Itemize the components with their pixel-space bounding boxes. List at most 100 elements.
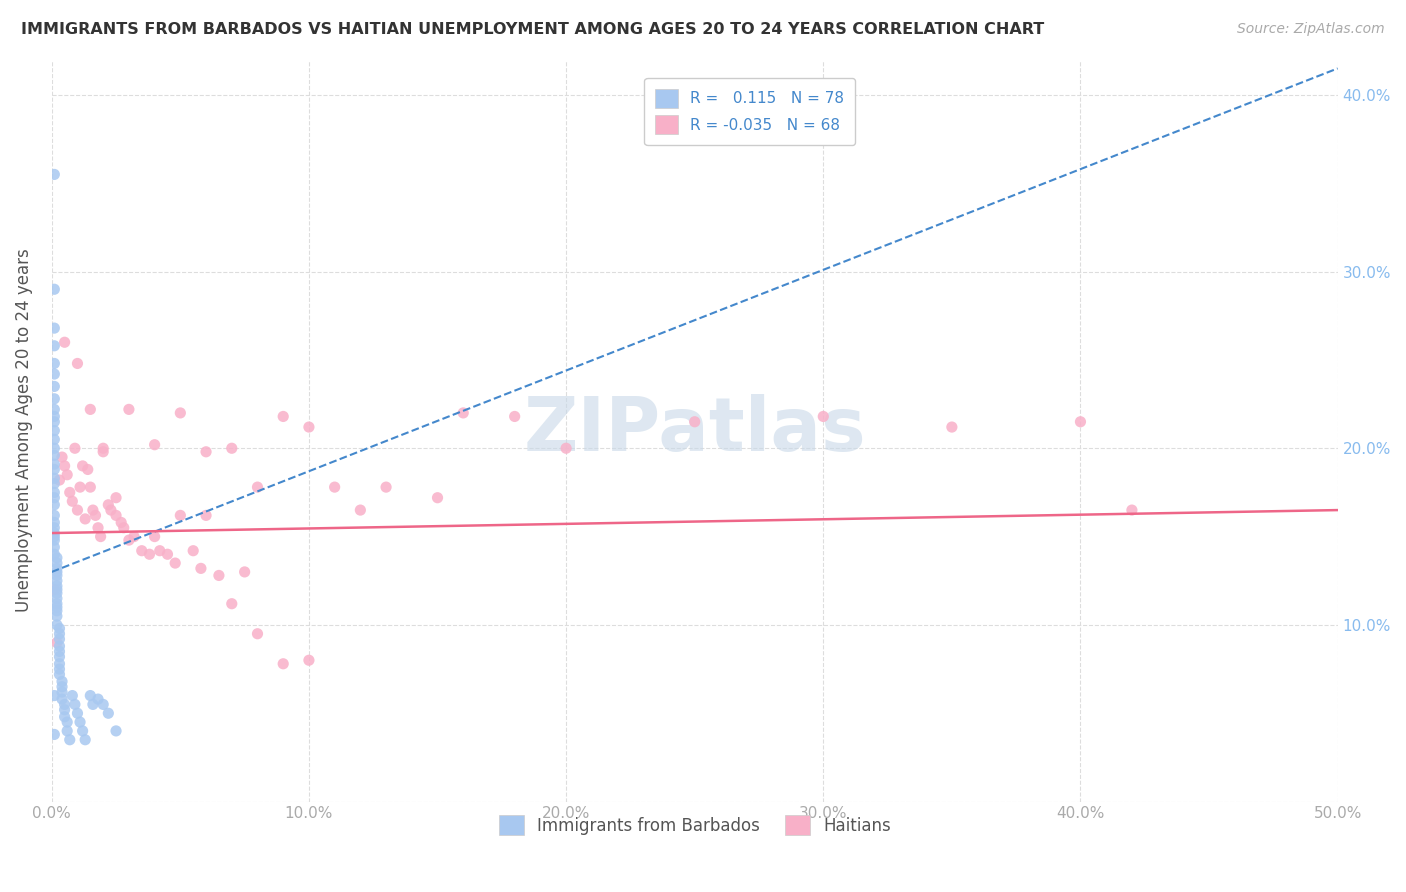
Text: ZIPatlas: ZIPatlas — [523, 394, 866, 467]
Point — [75, 732, 97, 747]
Point — [44, 547, 66, 561]
Point — [349, 503, 371, 517]
Point — [51, 674, 73, 689]
Point — [44, 533, 66, 548]
Point — [91, 442, 114, 456]
Point — [1121, 503, 1143, 517]
Point — [555, 442, 578, 456]
Point — [44, 457, 66, 471]
Text: IMMIGRANTS FROM BARBADOS VS HAITIAN UNEMPLOYMENT AMONG AGES 20 TO 24 YEARS CORRE: IMMIGRANTS FROM BARBADOS VS HAITIAN UNEM… — [21, 22, 1045, 37]
Point — [233, 565, 256, 579]
Point — [48, 657, 70, 671]
Point — [683, 415, 706, 429]
Point — [51, 450, 73, 464]
Text: Source: ZipAtlas.com: Source: ZipAtlas.com — [1237, 22, 1385, 37]
Point — [97, 706, 120, 721]
Point — [156, 547, 179, 561]
Point — [91, 698, 114, 712]
Point — [44, 689, 66, 703]
Point — [100, 503, 122, 517]
Point — [48, 644, 70, 658]
Point — [375, 480, 398, 494]
Point — [149, 543, 172, 558]
Point — [451, 406, 474, 420]
Point — [44, 402, 66, 417]
Point — [91, 444, 114, 458]
Point — [44, 282, 66, 296]
Point — [79, 402, 101, 417]
Point — [53, 698, 76, 712]
Point — [97, 498, 120, 512]
Point — [165, 556, 187, 570]
Point — [53, 710, 76, 724]
Point — [51, 685, 73, 699]
Point — [221, 442, 243, 456]
Point — [53, 335, 76, 350]
Point — [48, 667, 70, 681]
Point — [143, 530, 166, 544]
Point — [503, 409, 526, 424]
Point — [941, 420, 963, 434]
Point — [72, 458, 94, 473]
Point — [131, 543, 153, 558]
Point — [190, 561, 212, 575]
Point — [323, 480, 346, 494]
Point — [51, 680, 73, 694]
Point — [45, 609, 67, 624]
Point — [44, 392, 66, 406]
Point — [53, 703, 76, 717]
Point — [118, 402, 141, 417]
Point — [48, 639, 70, 653]
Point — [44, 498, 66, 512]
Point — [44, 485, 66, 500]
Point — [169, 508, 191, 523]
Point — [298, 420, 321, 434]
Point — [44, 448, 66, 462]
Point — [69, 480, 91, 494]
Point — [813, 409, 835, 424]
Point — [44, 339, 66, 353]
Point — [59, 485, 82, 500]
Point — [87, 692, 110, 706]
Point — [105, 508, 128, 523]
Point — [63, 698, 86, 712]
Point — [48, 662, 70, 676]
Point — [44, 530, 66, 544]
Point — [66, 356, 89, 370]
Point — [118, 533, 141, 548]
Point — [45, 582, 67, 597]
Point — [44, 379, 66, 393]
Point — [44, 367, 66, 381]
Point — [44, 508, 66, 523]
Point — [76, 462, 98, 476]
Point — [90, 530, 112, 544]
Point — [45, 565, 67, 579]
Point — [44, 471, 66, 485]
Point — [44, 462, 66, 476]
Point — [44, 526, 66, 541]
Point — [63, 442, 86, 456]
Point — [169, 406, 191, 420]
Point — [82, 503, 104, 517]
Point — [44, 540, 66, 554]
Point — [45, 556, 67, 570]
Point — [44, 727, 66, 741]
Point — [298, 653, 321, 667]
Point — [48, 649, 70, 664]
Point — [44, 168, 66, 182]
Point — [208, 568, 231, 582]
Point — [48, 626, 70, 640]
Point — [271, 409, 294, 424]
Point — [105, 491, 128, 505]
Point — [79, 689, 101, 703]
Point — [45, 550, 67, 565]
Point — [45, 568, 67, 582]
Point — [56, 723, 79, 738]
Point — [45, 600, 67, 615]
Point — [48, 622, 70, 636]
Point — [110, 516, 132, 530]
Point — [45, 597, 67, 611]
Point — [75, 512, 97, 526]
Point — [143, 438, 166, 452]
Point — [426, 491, 449, 505]
